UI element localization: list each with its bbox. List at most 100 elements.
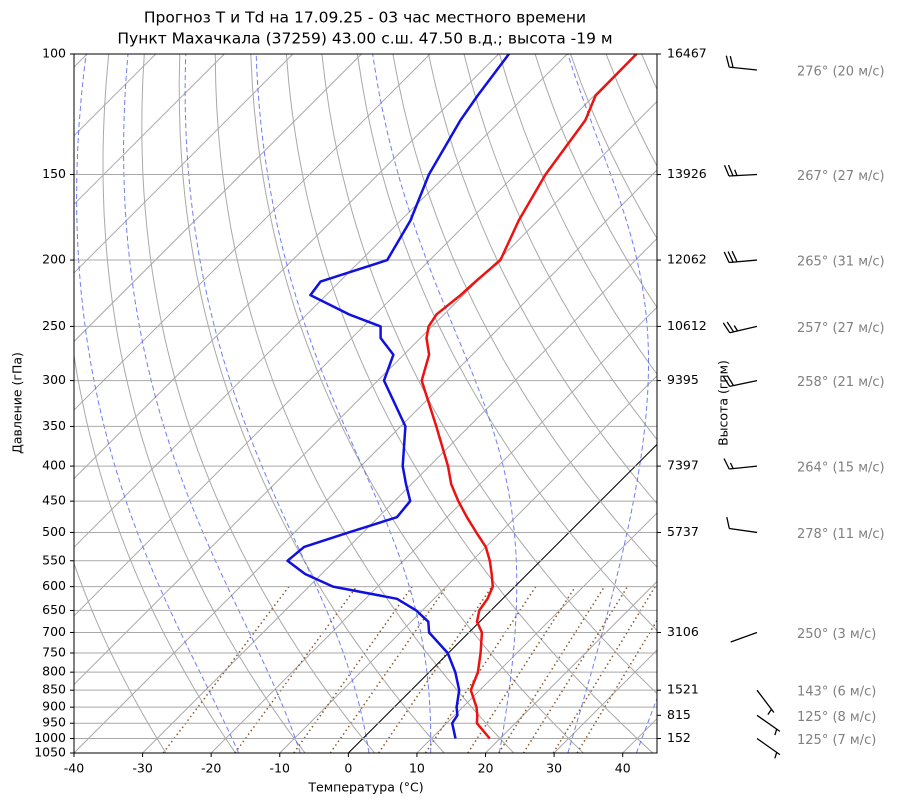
y-tick-label: 200 (42, 252, 66, 267)
dry-adiabat (819, 54, 900, 753)
zero-isotherm (348, 443, 657, 753)
y2-tick-label: 10612 (667, 318, 707, 333)
y-tick-label: 750 (42, 644, 66, 659)
y2-tick-label: 1521 (667, 682, 699, 697)
y2-tick-label: 5737 (667, 524, 699, 539)
wind-barb (730, 631, 758, 643)
moist-adiabat (255, 54, 432, 753)
mixing-ratio (377, 586, 493, 753)
x-tick-label: 10 (409, 761, 425, 776)
dry-adiabat (499, 54, 657, 376)
y2-tick-label: 13926 (667, 166, 707, 181)
wind-label: 250° (3 м/с) (797, 627, 876, 642)
reference-lines (74, 54, 900, 753)
mixing-ratio (467, 586, 577, 753)
isotherm (760, 54, 900, 753)
y2-tick-label: 12062 (667, 252, 707, 267)
mixing-ratio (552, 586, 656, 753)
wind-barb (722, 321, 758, 334)
wind-label: 276° (20 м/с) (797, 65, 885, 80)
wind-barb (723, 164, 758, 177)
dry-adiabat (641, 54, 657, 91)
dry-adiabat (250, 54, 584, 753)
x-tick-label: 40 (615, 761, 631, 776)
barb-path (756, 714, 781, 736)
isotherm (622, 717, 657, 753)
dry-adiabat (102, 54, 306, 753)
dry-adiabat (463, 54, 657, 441)
y2-tick-label: 9395 (667, 372, 699, 387)
y-tick-label: 1050 (34, 745, 66, 760)
y-axis-label: Давление (гПа) (10, 352, 25, 454)
isotherm (74, 54, 362, 343)
barb-path (723, 458, 758, 470)
profile-line (420, 54, 638, 740)
isotherm (74, 54, 568, 548)
y-tick-label: 650 (42, 602, 66, 617)
barb-path (726, 516, 758, 534)
wind-barb (723, 458, 758, 470)
mixing-ratio (329, 586, 448, 753)
y-tick-label: 150 (42, 166, 66, 181)
dry-adiabat (214, 54, 515, 753)
barb-path (723, 250, 758, 264)
y-tick-label: 850 (42, 682, 66, 697)
chart-subtitle: Пункт Махачкала (37259) 43.00 с.ш. 47.50… (117, 30, 612, 48)
dry-adiabat (748, 54, 900, 753)
profile-line (286, 54, 510, 739)
barb-path (756, 737, 781, 759)
isotherm (74, 54, 294, 274)
isotherm (416, 512, 657, 753)
isotherm (74, 54, 225, 206)
isotherm (74, 54, 431, 411)
wind-barb (726, 516, 758, 534)
wind-barb (723, 250, 758, 264)
dry-adiabat (74, 562, 167, 753)
y-tick-label: 950 (42, 715, 66, 730)
dry-adiabat (321, 54, 657, 695)
profiles (286, 54, 638, 740)
mixing-ratio (424, 586, 537, 753)
wind-barb (756, 714, 781, 736)
chart-title: Прогноз T и Td на 17.09.25 - 03 час мест… (144, 9, 586, 27)
y-tick-label: 250 (42, 318, 66, 333)
mixing-ratio (162, 586, 290, 753)
wind-barb (725, 55, 758, 71)
barb-path (722, 375, 758, 388)
moist-adiabat (123, 54, 301, 753)
wind-label: 143° (6 м/с) (797, 685, 876, 700)
y-tick-label: 550 (42, 552, 66, 567)
wind-label: 267° (27 м/с) (797, 169, 885, 184)
y-tick-label: 100 (42, 46, 66, 61)
dry-adiabat (356, 54, 657, 632)
dry-adiabat (428, 54, 657, 505)
y-tick-label: 1000 (34, 730, 66, 745)
moist-adiabat (567, 54, 649, 753)
moist-adiabat (635, 697, 657, 753)
x-tick-label: -10 (270, 761, 290, 776)
wind-label: 258° (21 м/с) (797, 375, 885, 390)
dry-adiabat (713, 54, 900, 753)
wind-label: 125° (7 м/с) (797, 733, 876, 748)
barb-path (730, 631, 758, 643)
y2-tick-label: 7397 (667, 458, 699, 473)
moist-adiabat (184, 54, 370, 753)
isotherm (74, 100, 657, 686)
mixing-ratio (576, 619, 657, 753)
x-tick-label: -20 (201, 761, 221, 776)
x-tick-label: -30 (132, 761, 152, 776)
wind-label: 257° (27 м/с) (797, 321, 885, 336)
wind-barb (756, 737, 781, 759)
isotherm (74, 54, 499, 480)
plot-frame (73, 53, 658, 754)
y-tick-label: 700 (42, 624, 66, 639)
mixing-ratio (234, 586, 358, 753)
isotherm (74, 54, 637, 617)
isotherm (142, 237, 657, 753)
y2-axis-label: Высота (гпм) (716, 360, 731, 446)
moist-adiabat (372, 54, 518, 753)
y2-tick-label: 16467 (667, 46, 707, 61)
dry-adiabat (392, 54, 657, 568)
y-tick-label: 500 (42, 524, 66, 539)
